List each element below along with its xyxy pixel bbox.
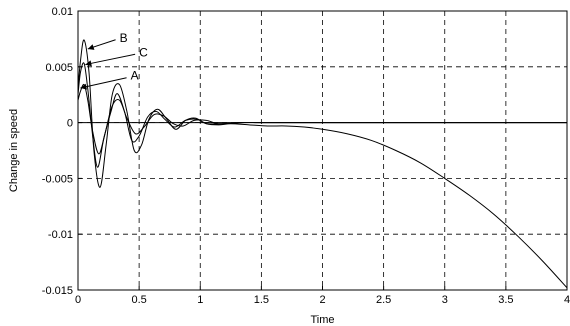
annotations: A BC [80,31,148,90]
x-tick-label: 3 [442,294,448,306]
grid [78,11,567,290]
x-tick-label: 3.5 [498,294,513,306]
annotation-label-c: C [139,45,148,59]
y-axis-label: Change in speed [8,109,20,192]
annotation-arrowhead [87,44,95,50]
x-tick-label: 0 [75,294,81,306]
axis-ticks: 0 0.5 1 1.5 2 2.5 3 3.5 4 -0.015 -0.01 -0.005 0 0.005… [42,6,570,306]
series-line-c [77,62,567,168]
y-tick-label: 0 [67,118,73,130]
x-tick-label: 1 [197,294,203,306]
annotation-arrow [85,53,136,66]
y-tick-label: -0.005 [42,173,73,185]
y-tick-label: 0.005 [45,62,73,74]
x-tick-label: 2.5 [376,294,391,306]
annotation-arrowhead [85,60,92,67]
x-tick-label: 1.5 [254,294,269,306]
x-tick-label: 0.5 [131,294,146,306]
x-tick-label: 4 [564,294,570,306]
x-axis-label: Time [310,314,334,326]
annotation-arrow [80,77,127,89]
annotation-arrowhead [80,83,87,90]
y-tick-label: 0.01 [52,6,73,18]
y-tick-label: -0.015 [42,285,73,297]
annotation-label-a: A [131,69,139,83]
x-tick-label: 2 [319,294,325,306]
annotation-label-b: B [120,31,128,45]
series-lines [77,39,568,289]
y-tick-label: -0.01 [48,229,73,241]
